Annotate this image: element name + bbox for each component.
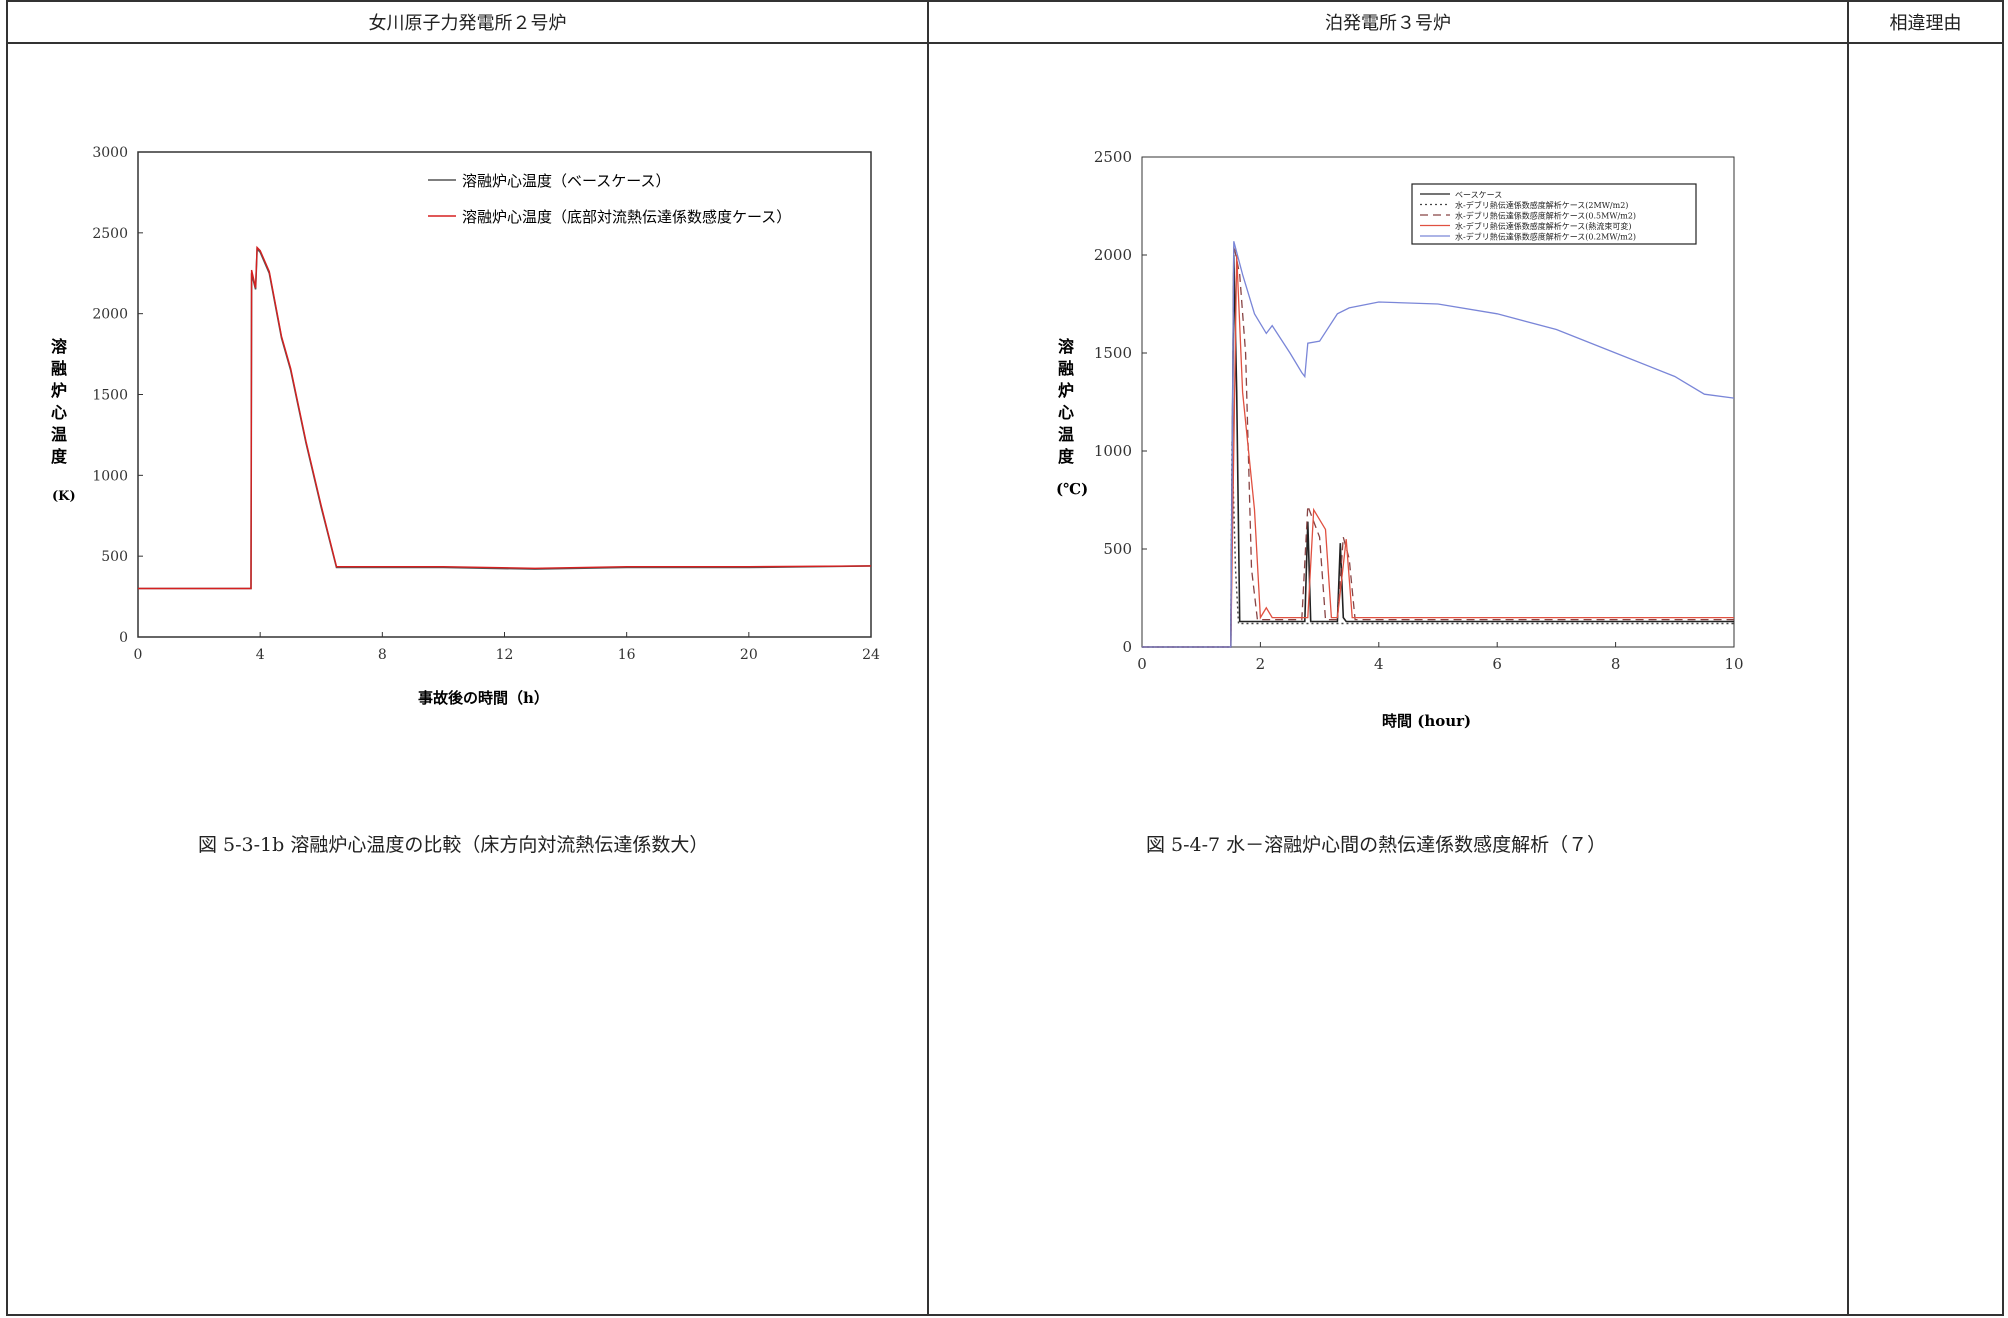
x-tick-label: 24 bbox=[862, 647, 880, 663]
y-axis-label-char: 融 bbox=[51, 359, 67, 378]
series-line bbox=[1142, 254, 1734, 648]
y-tick-label: 500 bbox=[101, 549, 128, 565]
legend-box bbox=[1411, 183, 1697, 245]
series-line bbox=[138, 245, 872, 590]
x-tick-label: 10 bbox=[1724, 655, 1743, 673]
y-axis-unit: (K) bbox=[52, 489, 76, 504]
onagawa-core-temperature-chart: 0 4 8 12 16 20 24 0 500 1000 1500 2000 2500 3000 溶融炉心… bbox=[50, 145, 880, 707]
header-tomari: 泊発電所３号炉 bbox=[1325, 13, 1451, 34]
y-tick-label: 2500 bbox=[92, 226, 128, 242]
y-axis-label-char: 溶 bbox=[1058, 337, 1074, 356]
comparison-table: 女川原子力発電所２号炉 泊発電所３号炉 相違理由 0 4 8 12 16 20 24 0 500… bbox=[6, 0, 2004, 1316]
y-axis-label-char: 炉 bbox=[51, 381, 67, 400]
legend-entry: ベースケース bbox=[1455, 191, 1502, 200]
y-axis-label-char: 炉 bbox=[1058, 381, 1074, 400]
header-divider bbox=[8, 42, 2002, 44]
legend-base: 溶融炉心温度（ベースケース） bbox=[462, 172, 671, 190]
x-tick-label: 8 bbox=[378, 647, 387, 663]
y-axis-label-char: 心 bbox=[1058, 403, 1074, 422]
y-tick-label: 0 bbox=[119, 630, 128, 646]
y-axis-label-char: 度 bbox=[51, 447, 68, 466]
x-tick-label: 12 bbox=[496, 647, 514, 663]
series-line bbox=[1142, 254, 1734, 648]
series-line bbox=[1142, 245, 1734, 648]
y-axis-label-char: 度 bbox=[1058, 447, 1075, 466]
header-reason: 相違理由 bbox=[1889, 13, 1962, 34]
y-tick-label: 0 bbox=[1122, 638, 1132, 656]
legend-entry: 水-デブリ熱伝達係数感度解析ケース(0.5MW/m2) bbox=[1455, 211, 1636, 221]
y-tick-label: 500 bbox=[1103, 540, 1132, 558]
y-tick-label: 1500 bbox=[92, 388, 128, 404]
column-divider bbox=[927, 2, 929, 1314]
x-tick-label: 16 bbox=[618, 647, 636, 663]
y-tick-label: 1500 bbox=[1094, 344, 1132, 362]
x-tick-label: 4 bbox=[256, 647, 265, 663]
y-axis-label-char: 温 bbox=[1057, 425, 1074, 444]
legend-entry: 水-デブリ熱伝達係数感度解析ケース(熱流束可変) bbox=[1455, 221, 1632, 231]
x-axis-label: 事故後の時間（h） bbox=[418, 689, 549, 707]
header-onagawa: 女川原子力発電所２号炉 bbox=[368, 13, 567, 34]
x-tick-label: 4 bbox=[1374, 655, 1384, 673]
x-tick-label: 6 bbox=[1492, 655, 1502, 673]
y-tick-label: 2000 bbox=[1094, 246, 1132, 264]
y-axis-unit: (℃) bbox=[1056, 480, 1088, 498]
y-tick-label: 1000 bbox=[92, 468, 128, 484]
y-axis-label-char: 溶 bbox=[51, 337, 67, 356]
x-tick-label: 0 bbox=[134, 647, 143, 663]
x-tick-label: 0 bbox=[1137, 655, 1147, 673]
x-tick-label: 20 bbox=[740, 647, 758, 663]
y-axis-label-char: 融 bbox=[1058, 359, 1074, 378]
x-tick-label: 2 bbox=[1256, 655, 1266, 673]
y-tick-label: 2500 bbox=[1094, 148, 1132, 166]
left-figure-caption: 図 5-3-1b 溶融炉心温度の比較（床方向対流熱伝達係数大） bbox=[198, 834, 709, 856]
y-tick-label: 1000 bbox=[1094, 442, 1132, 460]
series-line bbox=[138, 247, 872, 590]
y-axis-label-char: 温 bbox=[50, 425, 67, 444]
y-axis-label-char: 心 bbox=[51, 403, 67, 422]
column-divider bbox=[1847, 2, 1849, 1314]
series-line bbox=[1142, 241, 1735, 648]
y-tick-label: 2000 bbox=[92, 307, 128, 323]
right-figure-caption: 図 5-4-7 水－溶融炉心間の熱伝達係数感度解析（７） bbox=[1146, 834, 1607, 856]
x-tick-label: 8 bbox=[1611, 655, 1621, 673]
plot-frame bbox=[1141, 156, 1735, 648]
y-tick-label: 3000 bbox=[92, 145, 128, 161]
legend-entry: 水-デブリ熱伝達係数感度解析ケース(2MW/m2) bbox=[1455, 200, 1628, 210]
x-axis-label: 時間 (hour) bbox=[1382, 712, 1471, 730]
legend-entry: 水-デブリ熱伝達係数感度解析ケース(0.2MW/m2) bbox=[1455, 232, 1636, 242]
legend-sensitivity: 溶融炉心温度（底部対流熱伝達係数感度ケース） bbox=[462, 208, 791, 226]
